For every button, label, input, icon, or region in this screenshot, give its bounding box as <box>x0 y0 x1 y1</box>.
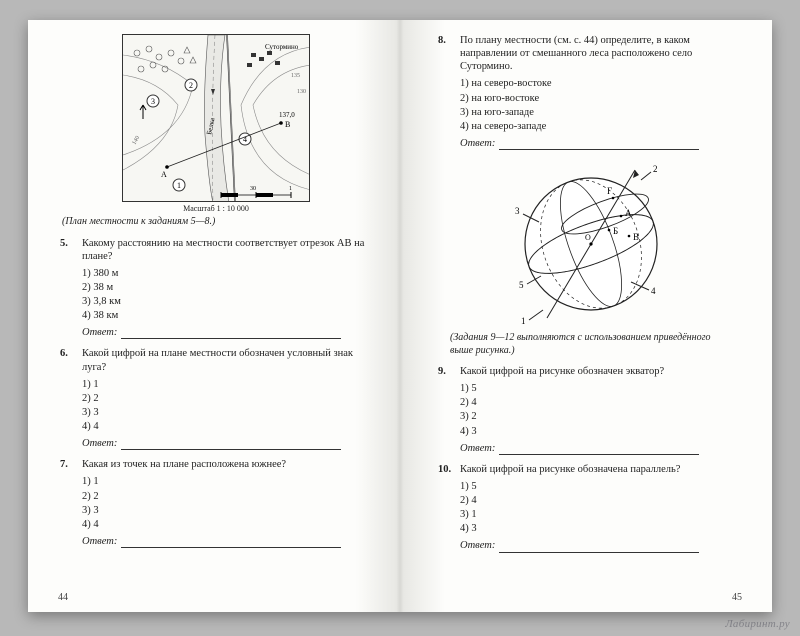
q9-option-4: 4) 3 <box>460 425 744 438</box>
svg-text:Г: Г <box>607 186 612 196</box>
page-number-right: 45 <box>732 592 742 605</box>
svg-text:5: 5 <box>519 280 524 290</box>
q8-answer-line[interactable] <box>499 141 699 150</box>
q6-number: 6. <box>60 347 76 373</box>
q6-text: Какой цифрой на плане местности обозначе… <box>82 347 372 373</box>
q5-option-3: 3) 3,8 км <box>82 295 372 308</box>
svg-text:О: О <box>585 233 591 242</box>
q7-text: Какая из точек на плане расположена южне… <box>82 458 372 471</box>
svg-text:В: В <box>633 232 639 242</box>
q9-answer-line[interactable] <box>499 446 699 455</box>
svg-text:1: 1 <box>521 316 526 326</box>
q6-option-3: 3) 3 <box>82 406 372 419</box>
q7-number: 7. <box>60 458 76 471</box>
q6-option-2: 2) 2 <box>82 392 372 405</box>
svg-text:2: 2 <box>189 81 193 90</box>
q10-option-1: 1) 5 <box>460 480 744 493</box>
terrain-map: Сутормино 1 2 3 4 А <box>122 34 310 202</box>
q8-option-3: 3) на юго-западе <box>460 106 744 119</box>
q5-number: 5. <box>60 237 76 263</box>
q7-option-4: 4) 4 <box>82 518 372 531</box>
q10-option-2: 2) 4 <box>460 494 744 507</box>
q10-option-3: 3) 1 <box>460 508 744 521</box>
q8-option-4: 4) на северо-западе <box>460 120 744 133</box>
q8-text: По плану местности (см. с. 44) определит… <box>460 34 744 73</box>
q5-text: Какому расстоянию на местности соответст… <box>82 237 372 263</box>
svg-text:3: 3 <box>151 97 155 106</box>
q7-option-3: 3) 3 <box>82 504 372 517</box>
q5-answer-label: Ответ: <box>82 327 117 338</box>
q5-option-1: 1) 380 м <box>82 267 372 280</box>
svg-text:137,0: 137,0 <box>279 111 295 119</box>
globe-note: (Задания 9—12 выполняются с использовани… <box>450 332 736 357</box>
map-village-label: Сутормино <box>265 43 299 51</box>
q7-answer-label: Ответ: <box>82 536 117 547</box>
question-8: 8. По плану местности (см. с. 44) опреде… <box>438 34 744 150</box>
svg-text:135: 135 <box>291 73 300 79</box>
q6-answer-line[interactable] <box>121 441 341 450</box>
q6-option-4: 4) 4 <box>82 420 372 433</box>
svg-text:А: А <box>161 170 167 179</box>
page-right: 8. По плану местности (см. с. 44) опреде… <box>400 20 772 612</box>
q7-answer-line[interactable] <box>121 539 341 548</box>
q5-answer-line[interactable] <box>121 330 341 339</box>
question-6: 6. Какой цифрой на плане местности обозн… <box>60 347 372 450</box>
svg-text:1: 1 <box>289 186 292 192</box>
question-9: 9. Какой цифрой на рисунке обозначен экв… <box>438 365 744 455</box>
q7-option-2: 2) 2 <box>82 490 372 503</box>
svg-text:1: 1 <box>177 181 181 190</box>
page-left: Сутормино 1 2 3 4 А <box>28 20 400 612</box>
svg-text:130: 130 <box>297 89 306 95</box>
q9-option-3: 3) 2 <box>460 410 744 423</box>
map-note: (План местности к заданиям 5—8.) <box>62 216 372 229</box>
q9-option-2: 2) 4 <box>460 396 744 409</box>
svg-text:4: 4 <box>651 286 656 296</box>
question-10: 10. Какой цифрой на рисунке обозначена п… <box>438 463 744 553</box>
svg-text:3: 3 <box>515 206 520 216</box>
q5-option-4: 4) 38 км <box>82 309 372 322</box>
q5-option-2: 2) 38 м <box>82 281 372 294</box>
watermark: Лабиринт.ру <box>725 618 790 630</box>
q10-option-4: 4) 3 <box>460 522 744 535</box>
svg-text:Б: Б <box>613 226 618 236</box>
page-number-left: 44 <box>58 592 68 605</box>
svg-text:В: В <box>285 120 290 129</box>
q9-text: Какой цифрой на рисунке обозначен эквато… <box>460 365 744 378</box>
globe-figure: О 1 2 3 4 5 Г А Б В <box>501 158 681 328</box>
book-spread: Сутормино 1 2 3 4 А <box>28 20 772 612</box>
q9-answer-label: Ответ: <box>460 443 495 454</box>
q9-option-1: 1) 5 <box>460 382 744 395</box>
q6-option-1: 1) 1 <box>82 378 372 391</box>
q8-option-2: 2) на юго-востоке <box>460 92 744 105</box>
q10-answer-label: Ответ: <box>460 540 495 551</box>
question-7: 7. Какая из точек на плане расположена ю… <box>60 458 372 548</box>
svg-text:2: 2 <box>653 164 658 174</box>
q10-number: 10. <box>438 463 454 476</box>
q8-answer-label: Ответ: <box>460 138 495 149</box>
q7-option-1: 1) 1 <box>82 475 372 488</box>
q8-number: 8. <box>438 34 454 73</box>
q8-option-1: 1) на северо-востоке <box>460 77 744 90</box>
q6-answer-label: Ответ: <box>82 438 117 449</box>
q10-text: Какой цифрой на рисунке обозначена парал… <box>460 463 744 476</box>
map-scale-caption: Масштаб 1 : 10 000 <box>60 204 372 214</box>
q10-answer-line[interactable] <box>499 544 699 553</box>
svg-text:А: А <box>625 208 632 218</box>
q9-number: 9. <box>438 365 454 378</box>
question-5: 5. Какому расстоянию на местности соотве… <box>60 237 372 340</box>
svg-text:30: 30 <box>250 186 256 192</box>
